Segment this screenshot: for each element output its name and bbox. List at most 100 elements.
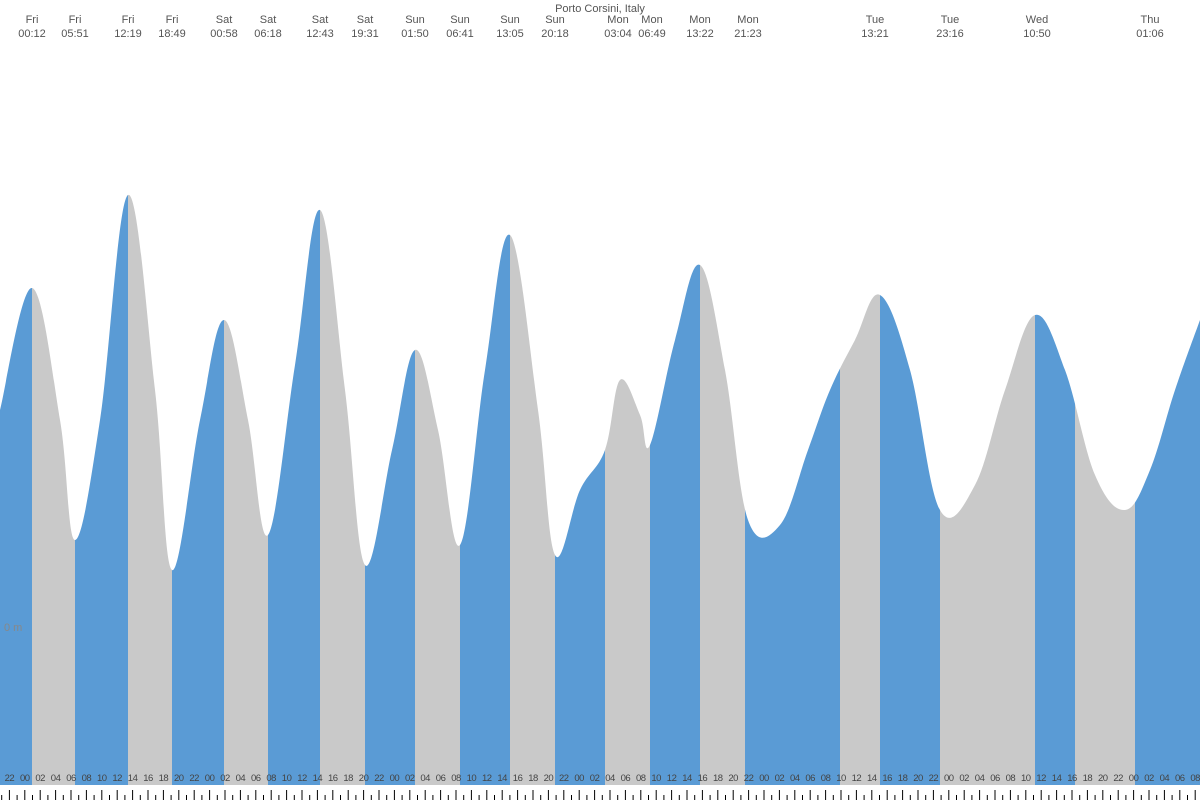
tide-time-value: 13:21 xyxy=(861,28,889,42)
x-tick-label: 18 xyxy=(159,773,169,784)
tide-time-value: 12:43 xyxy=(306,28,334,42)
x-tick-label: 20 xyxy=(728,773,738,784)
tide-time-day: Sun xyxy=(496,14,524,28)
tide-time-label: Mon13:22 xyxy=(686,14,714,42)
x-tick-label: 22 xyxy=(189,773,199,784)
x-tick-label: 08 xyxy=(82,773,92,784)
tide-time-day: Sun xyxy=(446,14,474,28)
x-tick-label: 16 xyxy=(328,773,338,784)
x-tick-label: 18 xyxy=(1083,773,1093,784)
x-tick-label: 18 xyxy=(343,773,353,784)
x-tick-label: 12 xyxy=(852,773,862,784)
x-tick-label: 04 xyxy=(975,773,985,784)
tide-time-label: Mon21:23 xyxy=(734,14,762,42)
tide-time-value: 03:04 xyxy=(604,28,632,42)
x-tick-label: 04 xyxy=(790,773,800,784)
x-tick-label: 18 xyxy=(713,773,723,784)
x-tick-label: 00 xyxy=(1129,773,1139,784)
x-tick-label: 06 xyxy=(990,773,1000,784)
x-tick-label: 02 xyxy=(959,773,969,784)
tide-time-day: Fri xyxy=(61,14,89,28)
x-tick-label: 04 xyxy=(420,773,430,784)
x-tick-label: 12 xyxy=(297,773,307,784)
x-tick-label: 14 xyxy=(1052,773,1062,784)
tide-time-label: Fri05:51 xyxy=(61,14,89,42)
x-tick-label: 14 xyxy=(497,773,507,784)
tide-time-day: Sat xyxy=(306,14,334,28)
tide-time-day: Tue xyxy=(936,14,964,28)
tide-time-value: 12:19 xyxy=(114,28,142,42)
x-tick-label: 22 xyxy=(559,773,569,784)
tide-time-value: 01:50 xyxy=(401,28,429,42)
x-tick-label: 02 xyxy=(590,773,600,784)
tide-time-label: Fri18:49 xyxy=(158,14,186,42)
x-tick-label: 06 xyxy=(66,773,76,784)
tide-time-label: Sun13:05 xyxy=(496,14,524,42)
x-tick-label: 04 xyxy=(51,773,61,784)
x-tick-label: 20 xyxy=(359,773,369,784)
tide-time-day: Mon xyxy=(686,14,714,28)
tide-time-label: Thu01:06 xyxy=(1136,14,1164,42)
tide-time-day: Sat xyxy=(210,14,238,28)
tide-time-label: Sun01:50 xyxy=(401,14,429,42)
tide-time-label: Sun06:41 xyxy=(446,14,474,42)
y-axis-label: 0 m xyxy=(4,622,22,634)
x-tick-label: 08 xyxy=(1190,773,1200,784)
x-tick-label: 22 xyxy=(744,773,754,784)
x-tick-label: 04 xyxy=(1160,773,1170,784)
tide-time-value: 21:23 xyxy=(734,28,762,42)
tide-time-value: 18:49 xyxy=(158,28,186,42)
tide-time-label: Tue13:21 xyxy=(861,14,889,42)
tide-time-value: 00:12 xyxy=(18,28,46,42)
x-tick-label: 16 xyxy=(698,773,708,784)
x-tick-label: 20 xyxy=(544,773,554,784)
tide-time-day: Fri xyxy=(158,14,186,28)
x-tick-label: 14 xyxy=(313,773,323,784)
x-tick-label: 02 xyxy=(405,773,415,784)
x-tick-label: 02 xyxy=(220,773,230,784)
tide-time-label: Sun20:18 xyxy=(541,14,569,42)
x-tick-label: 08 xyxy=(821,773,831,784)
tide-time-day: Fri xyxy=(18,14,46,28)
x-tick-label: 06 xyxy=(805,773,815,784)
x-tick-label: 02 xyxy=(35,773,45,784)
x-tick-label: 04 xyxy=(605,773,615,784)
tide-time-value: 13:05 xyxy=(496,28,524,42)
x-tick-label: 22 xyxy=(929,773,939,784)
x-tick-label: 12 xyxy=(482,773,492,784)
tide-time-day: Mon xyxy=(604,14,632,28)
tide-time-value: 23:16 xyxy=(936,28,964,42)
x-tick-label: 16 xyxy=(1067,773,1077,784)
x-tick-label: 10 xyxy=(651,773,661,784)
tide-time-day: Thu xyxy=(1136,14,1164,28)
tide-time-label: Mon03:04 xyxy=(604,14,632,42)
tide-time-label: Fri00:12 xyxy=(18,14,46,42)
x-tick-label: 14 xyxy=(128,773,138,784)
tide-time-label: Mon06:49 xyxy=(638,14,666,42)
tide-time-label: Tue23:16 xyxy=(936,14,964,42)
x-tick-label: 18 xyxy=(528,773,538,784)
x-tick-label: 16 xyxy=(143,773,153,784)
tide-chart-svg xyxy=(0,0,1200,800)
x-tick-label: 00 xyxy=(205,773,215,784)
x-tick-label: 20 xyxy=(174,773,184,784)
x-tick-label: 12 xyxy=(112,773,122,784)
tide-time-day: Wed xyxy=(1023,14,1051,28)
tide-time-label: Wed10:50 xyxy=(1023,14,1051,42)
x-tick-label: 08 xyxy=(266,773,276,784)
x-tick-label: 02 xyxy=(775,773,785,784)
x-tick-label: 06 xyxy=(1175,773,1185,784)
x-tick-label: 10 xyxy=(836,773,846,784)
x-tick-label: 08 xyxy=(1006,773,1016,784)
x-tick-label: 00 xyxy=(759,773,769,784)
x-tick-label: 18 xyxy=(898,773,908,784)
tide-time-day: Sat xyxy=(351,14,379,28)
x-tick-label: 08 xyxy=(451,773,461,784)
x-tick-label: 02 xyxy=(1144,773,1154,784)
tide-time-value: 06:49 xyxy=(638,28,666,42)
tide-time-label: Sat19:31 xyxy=(351,14,379,42)
tide-chart: Porto Corsini, Italy 0 m Fri00:12Fri05:5… xyxy=(0,0,1200,800)
x-tick-label: 12 xyxy=(1036,773,1046,784)
x-tick-label: 06 xyxy=(251,773,261,784)
tide-time-day: Mon xyxy=(638,14,666,28)
